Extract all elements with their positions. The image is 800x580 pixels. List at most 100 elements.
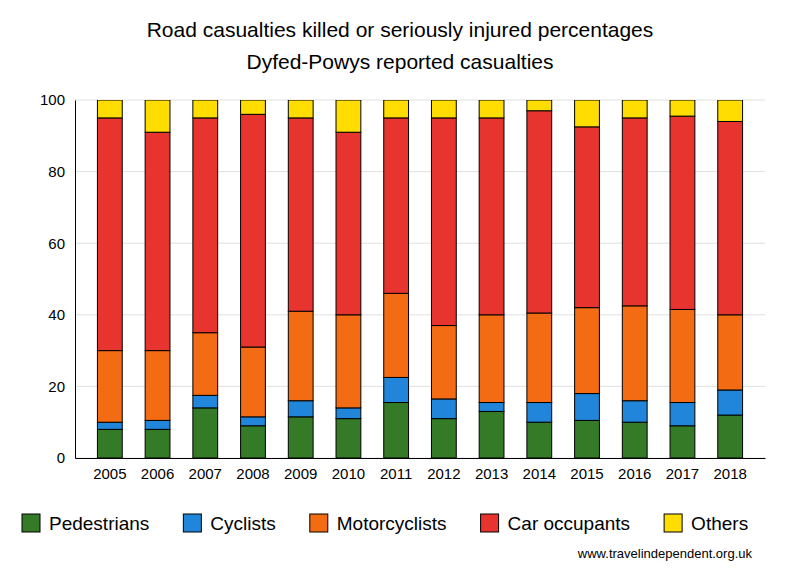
tick-label: 40 [48, 306, 65, 323]
bar [718, 100, 743, 121]
bar [431, 326, 456, 399]
legend-label: Others [691, 513, 748, 534]
bar [670, 100, 695, 116]
tick: 2013 [475, 458, 508, 482]
bar [622, 401, 647, 422]
bar [336, 419, 361, 458]
bar [97, 100, 122, 118]
bar [622, 422, 647, 458]
grid-line [75, 386, 765, 387]
bar [384, 293, 409, 377]
legend-swatch [22, 514, 40, 532]
bar [622, 118, 647, 306]
legend-label: Motorcyclists [337, 513, 447, 534]
tick: 20 [48, 378, 75, 395]
legend-item: Others [664, 513, 748, 534]
tick-label: 2009 [284, 465, 317, 482]
legend-item: Motorcyclists [310, 513, 447, 534]
tick: 2012 [427, 458, 460, 482]
tick: 2015 [570, 458, 603, 482]
tick-label: 60 [48, 235, 65, 252]
bar [527, 111, 552, 313]
bar [145, 429, 170, 458]
legend-item: Car occupants [481, 513, 631, 534]
subtitle: Dyfed-Powys reported casualties [247, 50, 554, 73]
tick: 60 [48, 235, 75, 252]
chart: Road casualties killed or seriously inju… [0, 0, 800, 580]
bar [97, 118, 122, 351]
tick: 2018 [713, 458, 746, 482]
bar [479, 118, 504, 315]
bar [145, 351, 170, 421]
bar [670, 309, 695, 402]
bar [718, 390, 743, 415]
bar [97, 429, 122, 458]
tick-label: 20 [48, 378, 65, 395]
bar [527, 422, 552, 458]
bar [193, 100, 218, 118]
tick-label: 2006 [141, 465, 174, 482]
tick-label: 2014 [523, 465, 556, 482]
bar [384, 118, 409, 293]
tick: 2011 [380, 458, 412, 482]
bar [241, 114, 266, 347]
legend-swatch [183, 514, 201, 532]
bar [575, 308, 600, 394]
axis-line [75, 101, 76, 459]
tick-label: 2011 [380, 465, 412, 482]
bar [718, 315, 743, 390]
tick: 2008 [236, 458, 269, 482]
bar [527, 100, 552, 111]
tick: 2009 [284, 458, 317, 482]
grid [75, 100, 765, 458]
bar [288, 401, 313, 417]
bar [479, 403, 504, 412]
bar [384, 403, 409, 458]
legend-label: Car occupants [508, 513, 631, 534]
legend-label: Cyclists [210, 513, 275, 534]
bar [575, 100, 600, 127]
bar [241, 100, 266, 114]
tick-label: 2017 [666, 465, 699, 482]
legend-item: Cyclists [183, 513, 275, 534]
tick: 0 [57, 449, 75, 466]
tick: 2007 [189, 458, 222, 482]
tick: 40 [48, 306, 75, 323]
legend-swatch [310, 514, 328, 532]
grid-line [75, 243, 765, 244]
tick-label: 2005 [93, 465, 126, 482]
bar [288, 417, 313, 458]
bar [575, 420, 600, 458]
tick: 2006 [141, 458, 174, 482]
bar [575, 127, 600, 308]
tick: 80 [48, 163, 75, 180]
bar [575, 394, 600, 421]
bar [527, 313, 552, 403]
tick: 2017 [666, 458, 699, 482]
tick-label: 2008 [236, 465, 269, 482]
bar [384, 100, 409, 118]
bar [288, 100, 313, 118]
tick-label: 80 [48, 163, 65, 180]
tick-label: 2016 [618, 465, 651, 482]
bar [670, 403, 695, 426]
legend-swatch [481, 514, 499, 532]
tick-label: 2018 [713, 465, 746, 482]
tick: 100 [40, 91, 75, 108]
tick-label: 2012 [427, 465, 460, 482]
series-bars [97, 111, 742, 351]
bar [336, 100, 361, 132]
bar [193, 118, 218, 333]
bar [431, 399, 456, 419]
bar [288, 311, 313, 401]
grid-line [75, 171, 765, 172]
tick-label: 2013 [475, 465, 508, 482]
bar [527, 403, 552, 423]
bar [479, 100, 504, 118]
bar [479, 411, 504, 458]
bar [193, 408, 218, 458]
bar [241, 426, 266, 458]
tick: 2010 [332, 458, 365, 482]
bar [718, 415, 743, 458]
grid-line [75, 100, 765, 101]
